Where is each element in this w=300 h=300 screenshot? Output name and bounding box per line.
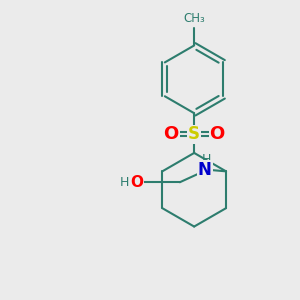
Text: H: H — [120, 176, 129, 189]
Text: O: O — [164, 125, 179, 143]
Text: N: N — [198, 161, 212, 179]
Text: H: H — [202, 153, 211, 166]
Text: CH₃: CH₃ — [183, 12, 205, 26]
Text: O: O — [130, 175, 144, 190]
Text: O: O — [209, 125, 225, 143]
Text: S: S — [188, 125, 200, 143]
